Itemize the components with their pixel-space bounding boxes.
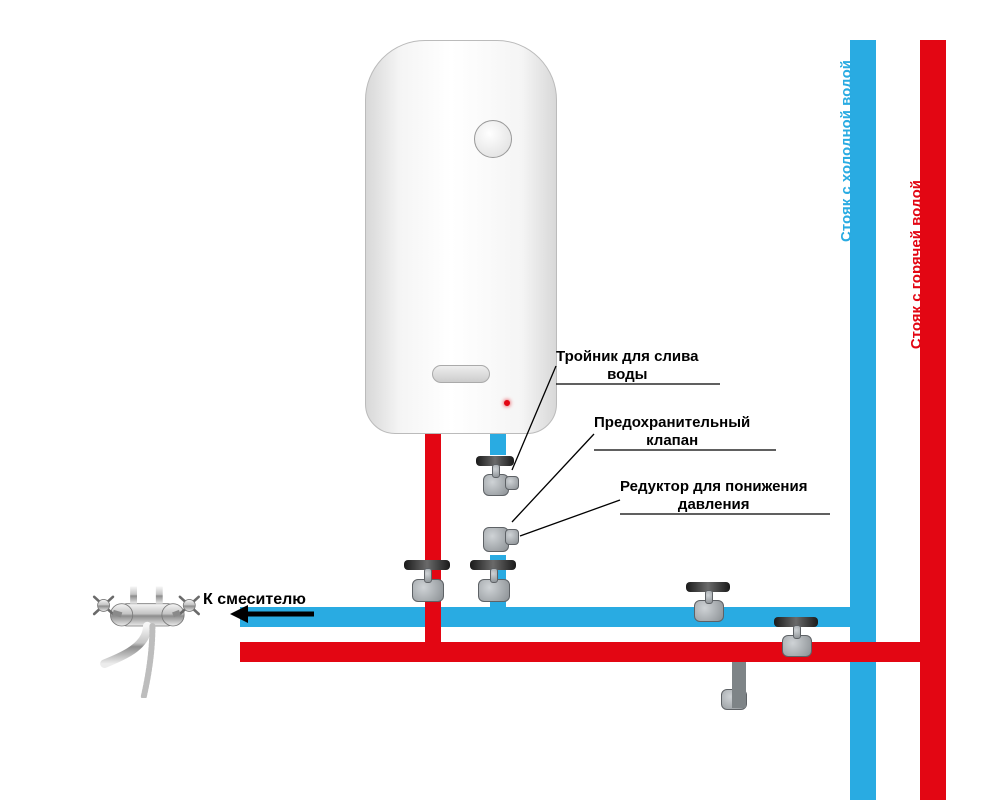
pipe-heater-hot-out (425, 430, 441, 642)
shutoff-valve-hot (406, 560, 448, 602)
shutoff-valve-cold-main (688, 582, 728, 622)
shutoff-valve-hot-main (776, 617, 816, 657)
pipe-hot-filter-drop (732, 662, 746, 708)
riser-hot (920, 40, 946, 800)
heater-thermostat-dial (474, 120, 512, 158)
heater-indicator-led (504, 400, 510, 406)
label-to-mixer: К смесителю (203, 590, 306, 609)
label-safety-valve: Предохранительныйклапан (594, 414, 750, 450)
tee-drain-fitting (478, 456, 512, 496)
label-tee-text: Тройник для сливаводы (556, 348, 699, 383)
pipe-hot-horizontal (240, 642, 933, 662)
pipe-cold-horizontal (240, 607, 863, 627)
heater-brand-badge (432, 365, 490, 383)
label-safety-text: Предохранительныйклапан (594, 414, 750, 449)
riser-cold-label: Стояк с холодной водой (838, 60, 855, 242)
riser-hot-label: Стояк с горячей водой (908, 180, 925, 349)
label-reducer-text: Редуктор для понижениядавления (620, 478, 807, 513)
safety-valve (478, 506, 512, 552)
shutoff-valve-cold (472, 560, 514, 602)
label-tee: Тройник для сливаводы (556, 348, 699, 384)
label-pressure-reducer: Редуктор для понижениядавления (620, 478, 807, 514)
diagram-canvas: Стояк с холодной водой Стояк с горячей в… (0, 0, 1000, 800)
